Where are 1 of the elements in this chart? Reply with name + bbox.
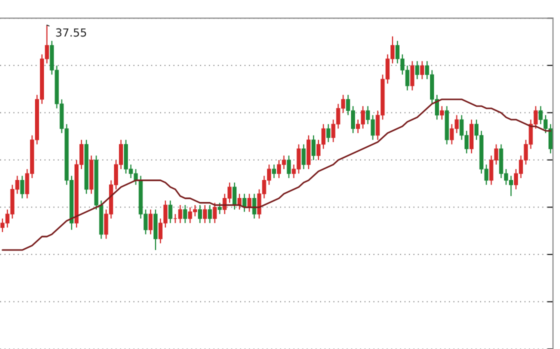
annotation: 37.55 <box>56 28 86 37</box>
